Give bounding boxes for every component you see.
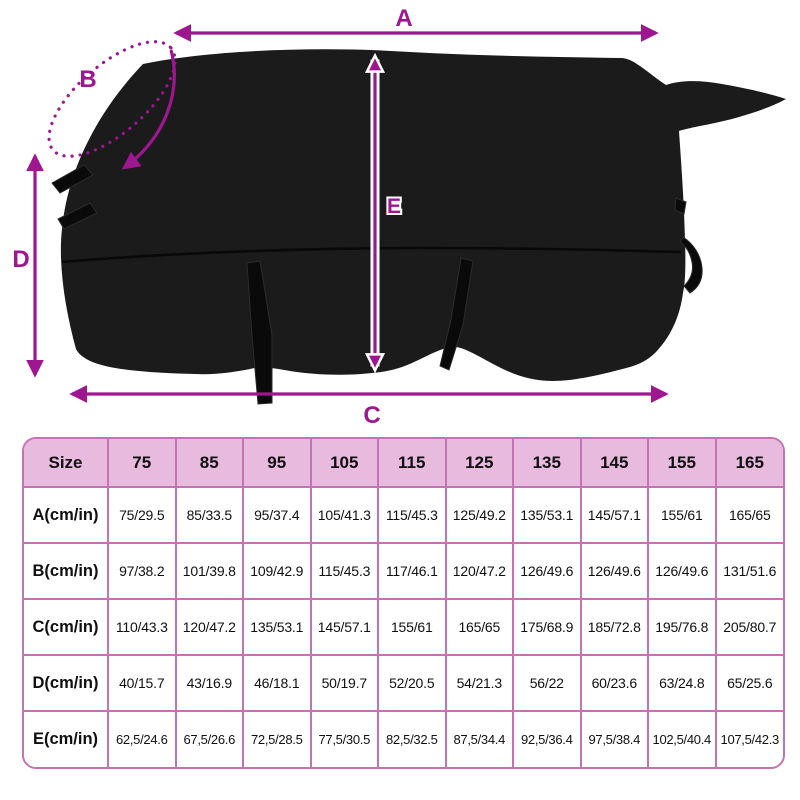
size-table-row: E(cm/in) 62,5/24.6 67,5/26.6 72,5/28.5 77,5/… xyxy=(24,710,783,767)
value-cell: 110/43.3 xyxy=(107,598,177,656)
value-cell: 43/16.9 xyxy=(174,654,244,712)
value-cell: 205/80.7 xyxy=(714,598,783,656)
dimension-label-d: D xyxy=(12,246,29,273)
neck-ellipse-dotted xyxy=(47,40,177,158)
value-cell: 56/22 xyxy=(512,654,582,712)
value-cell: 135/53.1 xyxy=(242,598,312,656)
value-cell: 107,5/42.3 xyxy=(714,710,783,767)
row-label-cell: A(cm/in) xyxy=(24,486,109,544)
chest-strap-upper xyxy=(51,164,94,194)
value-cell: 195/76.8 xyxy=(647,598,717,656)
dimension-label-b: B xyxy=(79,66,96,93)
value-cell: 60/23.6 xyxy=(579,654,649,712)
value-cell: 75/29.5 xyxy=(107,486,177,544)
value-cell: 126/49.6 xyxy=(512,542,582,600)
dimension-label-a: A xyxy=(395,5,412,32)
dimension-label-e: E xyxy=(387,195,401,218)
value-cell: 185/72.8 xyxy=(579,598,649,656)
dimension-arrow-b xyxy=(121,49,176,170)
value-cell: 92,5/36.4 xyxy=(512,710,582,767)
blanket-body-shape xyxy=(60,49,787,382)
value-cell: 125/49.2 xyxy=(444,486,514,544)
row-label-cell: B(cm/in) xyxy=(24,542,109,600)
value-cell: 95/37.4 xyxy=(242,486,312,544)
value-cell: 120/47.2 xyxy=(444,542,514,600)
horse-blanket-illustration xyxy=(51,49,787,405)
value-cell: 50/19.7 xyxy=(309,654,379,712)
size-table-frame: Size 75 85 95 105 115 125 135 145 155 165 A(cm/in) 7… xyxy=(22,437,785,769)
size-table-row: B(cm/in) 97/38.2 101/39.8 109/42.9 115/45.3 1… xyxy=(24,542,783,600)
size-table-row: C(cm/in) 110/43.3 120/47.2 135/53.1 145/57.1… xyxy=(24,598,783,656)
value-cell: 165/65 xyxy=(714,486,783,544)
value-cell: 126/49.6 xyxy=(579,542,649,600)
value-cell: 105/41.3 xyxy=(309,486,379,544)
size-column-header: 135 xyxy=(512,439,582,488)
value-cell: 155/61 xyxy=(377,598,447,656)
blanket-seam-line xyxy=(61,246,682,264)
value-cell: 145/57.1 xyxy=(309,598,379,656)
size-column-header: 115 xyxy=(377,439,447,488)
leg-strap-right xyxy=(439,257,474,371)
value-cell: 102,5/40.4 xyxy=(647,710,717,767)
size-column-header: 165 xyxy=(714,439,783,488)
size-table-row: D(cm/in) 40/15.7 43/16.9 46/18.1 50/19.7 52/2… xyxy=(24,654,783,712)
value-cell: 120/47.2 xyxy=(174,598,244,656)
side-loop-strap xyxy=(679,236,703,294)
value-cell: 40/15.7 xyxy=(107,654,177,712)
size-column-header: 75 xyxy=(107,439,177,488)
value-cell: 131/51.6 xyxy=(714,542,783,600)
value-cell: 115/45.3 xyxy=(377,486,447,544)
value-cell: 155/61 xyxy=(647,486,717,544)
value-cell: 46/18.1 xyxy=(242,654,312,712)
size-table-header-row: Size 75 85 95 105 115 125 135 145 155 165 xyxy=(24,439,783,488)
value-cell: 85/33.5 xyxy=(174,486,244,544)
size-column-header: 85 xyxy=(174,439,244,488)
value-cell: 97/38.2 xyxy=(107,542,177,600)
value-cell: 101/39.8 xyxy=(174,542,244,600)
size-column-header: 155 xyxy=(647,439,717,488)
value-cell: 52/20.5 xyxy=(377,654,447,712)
value-cell: 109/42.9 xyxy=(242,542,312,600)
value-cell: 115/45.3 xyxy=(309,542,379,600)
value-cell: 82,5/32.5 xyxy=(377,710,447,767)
value-cell: 87,5/34.4 xyxy=(444,710,514,767)
value-cell: 77,5/30.5 xyxy=(309,710,379,767)
dimension-arrows: A B D C E xyxy=(12,5,669,429)
value-cell: 65/25.6 xyxy=(714,654,783,712)
value-cell: 72,5/28.5 xyxy=(242,710,312,767)
value-cell: 54/21.3 xyxy=(444,654,514,712)
size-column-header: 125 xyxy=(444,439,514,488)
size-column-header: 145 xyxy=(579,439,649,488)
size-header-cell: Size xyxy=(24,439,109,488)
value-cell: 175/68.9 xyxy=(512,598,582,656)
row-label-cell: E(cm/in) xyxy=(24,710,109,767)
value-cell: 117/46.1 xyxy=(377,542,447,600)
row-label-cell: C(cm/in) xyxy=(24,598,109,656)
chest-strap-lower xyxy=(57,202,98,230)
side-strap-nub xyxy=(674,197,687,215)
value-cell: 67,5/26.6 xyxy=(174,710,244,767)
dimension-label-c: C xyxy=(363,402,380,429)
value-cell: 97,5/38.4 xyxy=(579,710,649,767)
size-table-row: A(cm/in) 75/29.5 85/33.5 95/37.4 105/41.3 115… xyxy=(24,486,783,544)
leg-strap-left xyxy=(246,260,273,405)
size-column-header: 105 xyxy=(309,439,379,488)
value-cell: 62,5/24.6 xyxy=(107,710,177,767)
value-cell: 135/53.1 xyxy=(512,486,582,544)
value-cell: 145/57.1 xyxy=(579,486,649,544)
value-cell: 126/49.6 xyxy=(647,542,717,600)
value-cell: 63/24.8 xyxy=(647,654,717,712)
value-cell: 165/65 xyxy=(444,598,514,656)
blanket-measurement-diagram: A B D C E xyxy=(12,5,787,429)
size-column-header: 95 xyxy=(242,439,312,488)
size-table: Size 75 85 95 105 115 125 135 145 155 165 A(cm/in) 7… xyxy=(24,439,783,767)
row-label-cell: D(cm/in) xyxy=(24,654,109,712)
